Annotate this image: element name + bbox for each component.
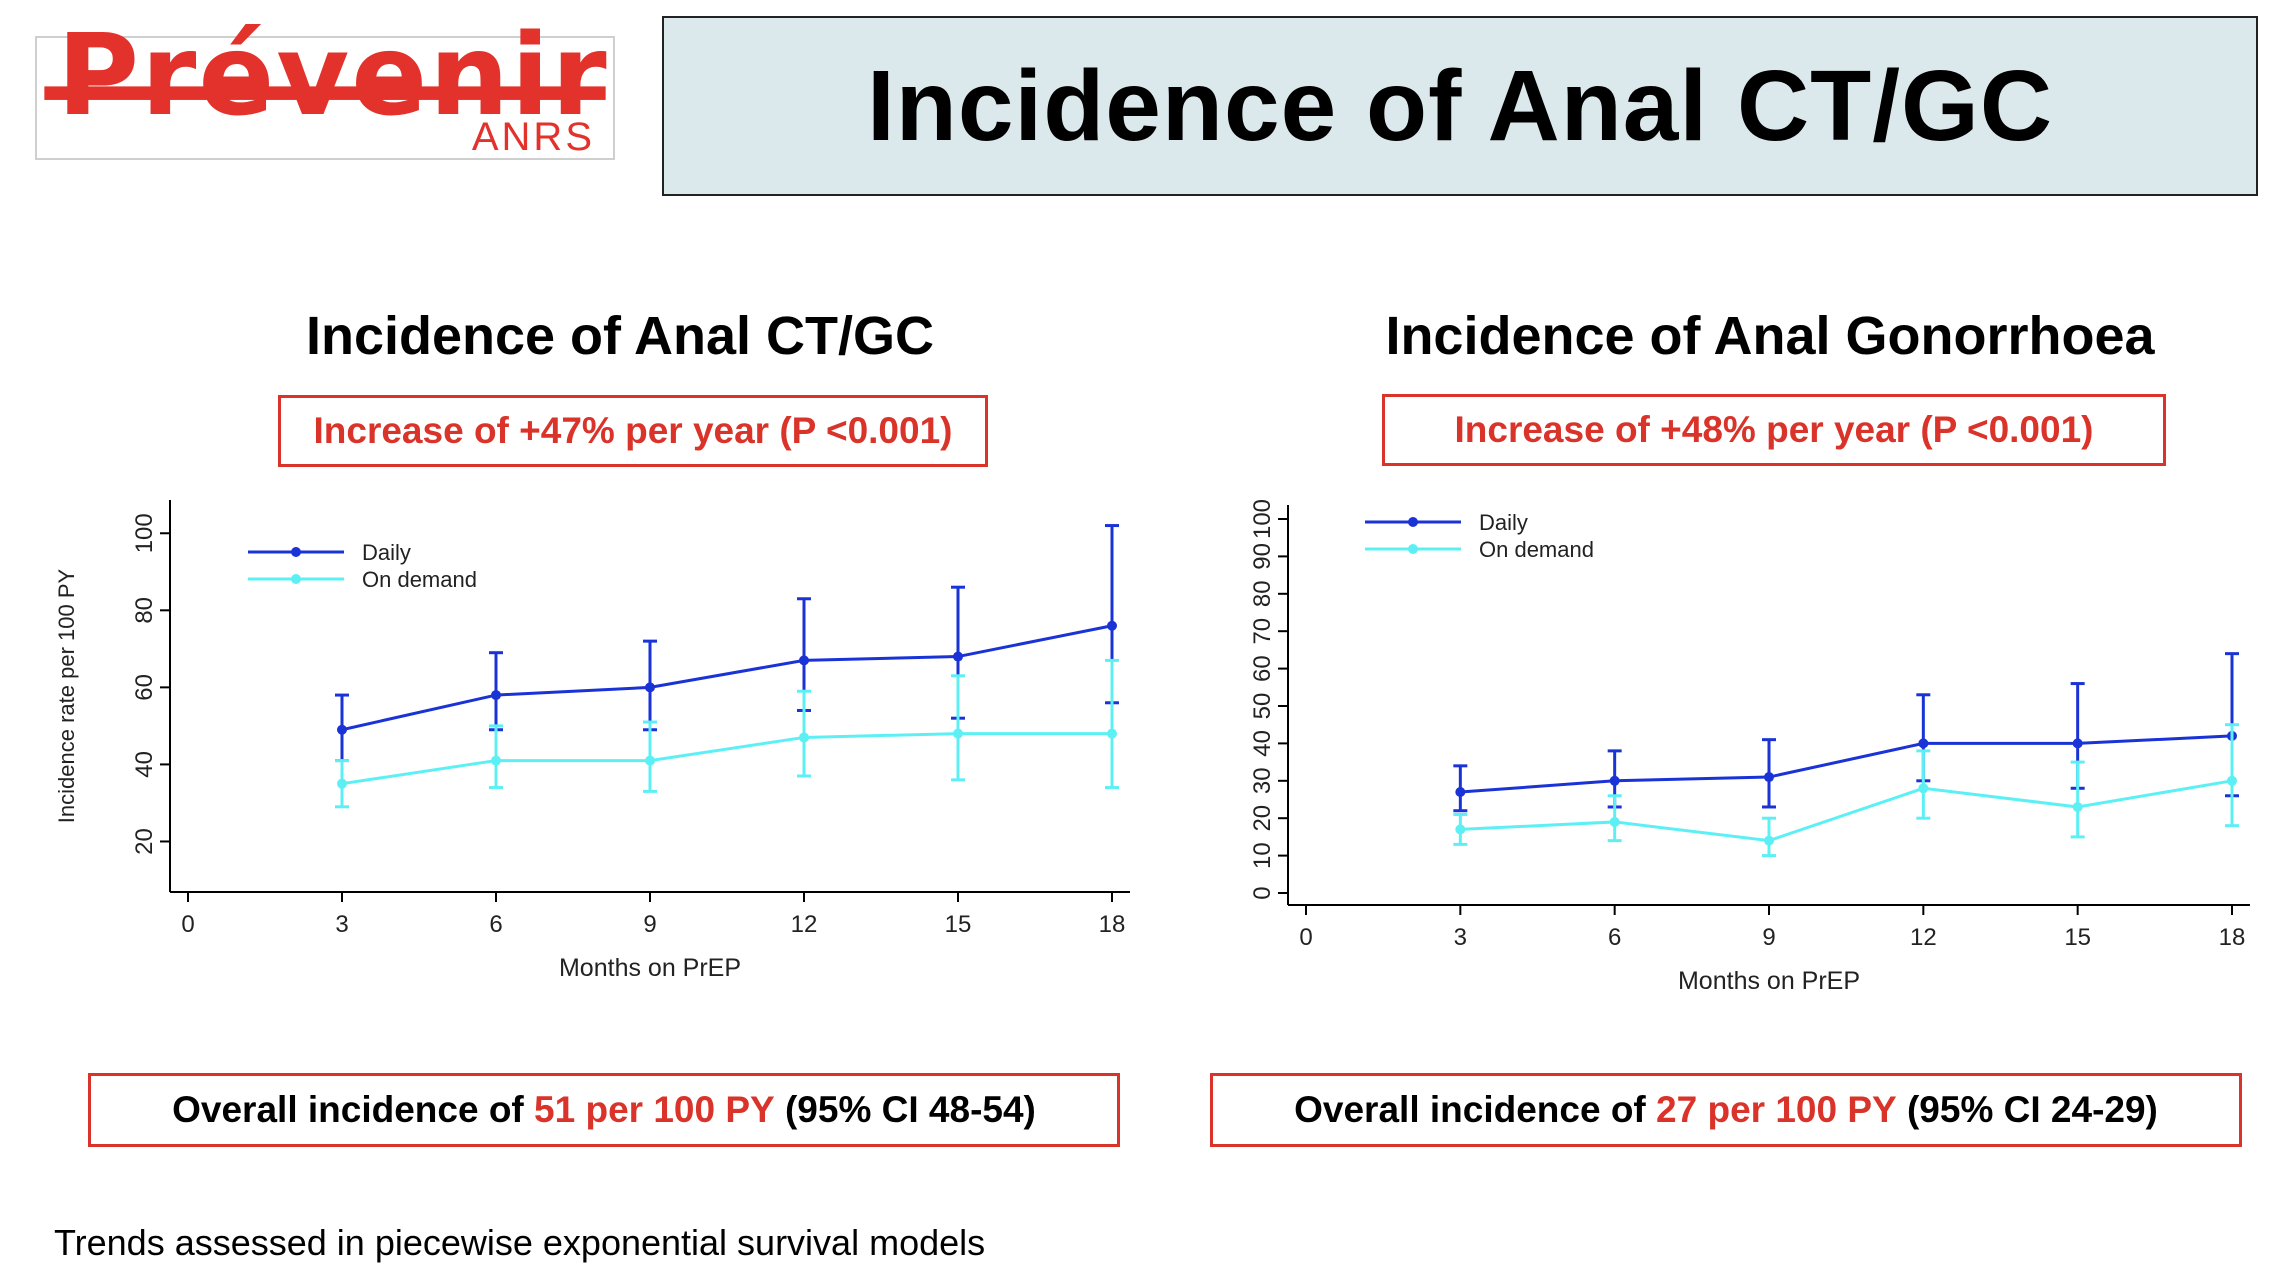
y-tick-label: 10 xyxy=(1249,842,1276,869)
series-line-1 xyxy=(1460,779,2233,843)
x-tick-label: 9 xyxy=(1762,924,1775,951)
chart-svg-1: 0 3 6 9 12 15 18 0 10 20 30 40 50 60 70 80 90 100 Months o… xyxy=(1249,499,2250,990)
data-point xyxy=(645,755,655,766)
y-tick-label: 90 xyxy=(1249,543,1276,570)
panel-1-overall-highlight: 51 per 100 PY xyxy=(534,1089,775,1130)
y-tick-label: 40 xyxy=(131,751,158,778)
y-tick-label: 80 xyxy=(1249,580,1276,607)
data-point xyxy=(799,732,809,743)
data-point xyxy=(491,755,501,766)
panel-1-overall-box: Overall incidence of 51 per 100 PY (95% … xyxy=(88,1073,1120,1147)
data-point xyxy=(1107,620,1117,631)
panel-2-trend-text: Increase of +48% per year (P <0.001) xyxy=(1454,409,2094,450)
data-point xyxy=(645,682,655,693)
data-point xyxy=(1455,824,1466,835)
legend-label-0: Daily xyxy=(1479,510,1528,535)
data-point xyxy=(1764,835,1774,846)
prevenir-anrs-logo: Prévenir ANRS xyxy=(35,20,615,160)
ribbon-icon xyxy=(44,86,606,100)
slide-title: Incidence of Anal CT/GC xyxy=(866,49,2054,162)
data-point xyxy=(337,724,347,735)
data-point xyxy=(1918,783,1929,794)
series-line-1 xyxy=(341,732,1112,786)
panel-2-overall-highlight: 27 per 100 PY xyxy=(1656,1089,1897,1130)
y-tick-label: 80 xyxy=(131,597,158,624)
x-tick-label: 3 xyxy=(1454,924,1467,951)
legend-label-1: On demand xyxy=(1479,537,1594,562)
y-tick-label: 20 xyxy=(1249,805,1276,832)
y-tick-label: 100 xyxy=(131,513,158,553)
data-point xyxy=(2227,775,2237,786)
panel-1-trend-text: Increase of +47% per year (P <0.001) xyxy=(313,410,953,451)
data-point xyxy=(2072,801,2083,812)
footnote: Trends assessed in piecewise exponential… xyxy=(54,1222,986,1263)
legend-marker-0 xyxy=(1408,517,1418,527)
x-tick-label: 15 xyxy=(945,911,972,938)
x-tick-label: 18 xyxy=(1099,911,1126,938)
data-point xyxy=(1455,787,1466,798)
logo-word: Prévenir xyxy=(57,11,609,141)
x-tick-label: 12 xyxy=(1910,924,1937,951)
x-tick-label: 0 xyxy=(1299,924,1312,951)
data-point xyxy=(2072,738,2083,749)
data-point xyxy=(1107,728,1117,739)
series-line-0 xyxy=(1460,734,2233,794)
data-point xyxy=(953,651,963,662)
series-line-0 xyxy=(341,624,1113,732)
y-tick-label: 50 xyxy=(1249,693,1276,720)
panel-2-title: Incidence of Anal Gonorrhoea xyxy=(1385,306,2155,366)
panel-1-overall-prefix: Overall incidence of xyxy=(172,1089,535,1130)
panel-1-overall-suffix: (95% CI 48-54) xyxy=(774,1089,1036,1130)
panel-1-title: Incidence of Anal CT/GC xyxy=(305,306,935,366)
chart-anal-ct-gc: 0 3 6 9 12 15 18 20 40 60 80 100 Months on PrEP Incid… xyxy=(30,480,1140,980)
x-axis-label: Months on PrEP xyxy=(1678,967,1860,990)
data-point xyxy=(337,778,347,789)
y-tick-label: 20 xyxy=(131,828,158,855)
data-point xyxy=(491,690,501,701)
x-tick-label: 0 xyxy=(181,911,194,938)
y-tick-label: 60 xyxy=(1249,655,1276,682)
panel-2-overall-box: Overall incidence of 27 per 100 PY (95% … xyxy=(1210,1073,2242,1147)
data-point xyxy=(1764,772,1774,783)
data-point xyxy=(953,728,963,739)
legend-marker-1 xyxy=(291,574,301,584)
y-tick-label: 100 xyxy=(1249,499,1276,539)
y-tick-label: 30 xyxy=(1249,767,1276,794)
data-point xyxy=(1918,738,1929,749)
data-point xyxy=(1609,816,1620,827)
y-tick-label: 60 xyxy=(131,674,158,701)
x-tick-label: 6 xyxy=(1608,924,1621,951)
chart-svg-0: 0 3 6 9 12 15 18 20 40 60 80 100 Months on PrEP Incid… xyxy=(54,500,1130,980)
x-tick-label: 12 xyxy=(791,911,818,938)
panel-2-overall-suffix: (95% CI 24-29) xyxy=(1896,1089,2158,1130)
y-tick-label: 0 xyxy=(1249,886,1276,899)
panel-2-overall-prefix: Overall incidence of xyxy=(1294,1089,1657,1130)
y-axis-label: Incidence rate per 100 PY xyxy=(54,568,79,823)
panel-2-trend-box: Increase of +48% per year (P <0.001) xyxy=(1382,394,2166,466)
data-point xyxy=(799,655,809,666)
logo-sub: ANRS xyxy=(471,115,595,159)
legend-marker-1 xyxy=(1408,544,1418,554)
x-tick-label: 18 xyxy=(2219,924,2246,951)
data-point xyxy=(1609,775,1620,786)
x-axis-label: Months on PrEP xyxy=(559,954,741,980)
x-tick-label: 3 xyxy=(335,911,348,938)
slide-title-box: Incidence of Anal CT/GC xyxy=(662,16,2258,196)
panel-1-trend-box: Increase of +47% per year (P <0.001) xyxy=(278,395,988,467)
legend-marker-0 xyxy=(291,547,301,557)
y-tick-label: 70 xyxy=(1249,618,1276,645)
chart-anal-gonorrhoea: 0 3 6 9 12 15 18 0 10 20 30 40 50 60 70 80 90 100 Months o… xyxy=(1200,480,2272,990)
x-tick-label: 15 xyxy=(2064,924,2091,951)
y-tick-label: 40 xyxy=(1249,730,1276,757)
x-tick-label: 6 xyxy=(489,911,502,938)
x-tick-label: 9 xyxy=(643,911,656,938)
legend-label-1: On demand xyxy=(362,567,477,592)
legend-label-0: Daily xyxy=(362,540,411,565)
